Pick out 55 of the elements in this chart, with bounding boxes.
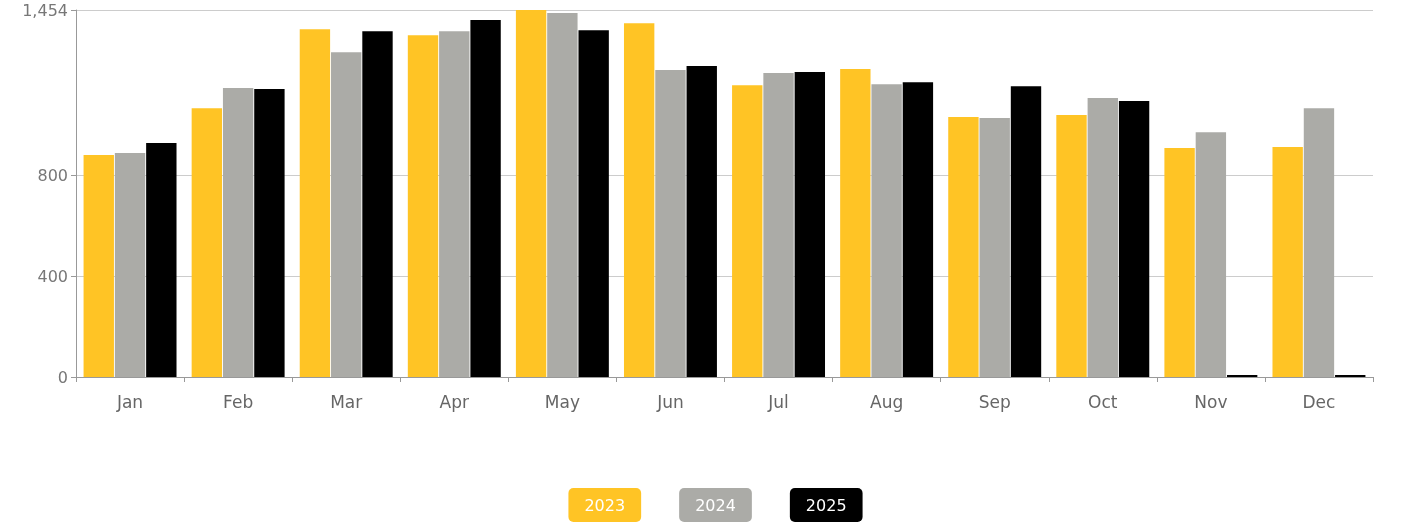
bar bbox=[114, 153, 146, 377]
text: 2025 bbox=[805, 495, 847, 515]
text: 2024 bbox=[695, 495, 736, 515]
bar bbox=[254, 89, 285, 377]
bar bbox=[1226, 374, 1258, 377]
bar bbox=[871, 84, 902, 377]
bar bbox=[686, 66, 717, 377]
x-tick-label: Jun bbox=[656, 391, 684, 412]
bar bbox=[83, 154, 114, 377]
bar bbox=[840, 69, 871, 377]
bar bbox=[948, 117, 979, 377]
x-tick-label: Feb bbox=[223, 391, 254, 412]
bar bbox=[407, 35, 439, 377]
bar bbox=[732, 85, 763, 377]
bar bbox=[1335, 374, 1366, 377]
bar bbox=[146, 143, 177, 377]
x-tick-label: Sep bbox=[978, 391, 1011, 412]
bar bbox=[1010, 86, 1042, 377]
bar bbox=[1118, 101, 1150, 377]
bar bbox=[623, 23, 655, 377]
x-tick-label: Jan bbox=[115, 391, 144, 412]
bar bbox=[1164, 148, 1195, 377]
bar bbox=[1087, 98, 1118, 377]
bar bbox=[470, 20, 501, 377]
y-tick-label: 800 bbox=[37, 165, 68, 185]
bar bbox=[1303, 108, 1335, 377]
x-tick-label: Jul bbox=[767, 391, 789, 412]
bar bbox=[191, 108, 223, 377]
y-tick-label: 1,454 bbox=[22, 0, 68, 20]
x-tick-label: Nov bbox=[1194, 391, 1228, 412]
bar bbox=[331, 52, 362, 377]
bar bbox=[222, 87, 254, 377]
x-tick-label: Aug bbox=[870, 391, 904, 412]
x-tick-label: Oct bbox=[1088, 391, 1118, 412]
bar bbox=[515, 10, 547, 377]
bar bbox=[763, 73, 794, 377]
bar bbox=[578, 30, 609, 377]
bar bbox=[655, 70, 686, 377]
bar bbox=[1195, 132, 1227, 377]
y-tick-label: 400 bbox=[37, 266, 68, 286]
y-tick-label: 0 bbox=[57, 367, 68, 387]
bar bbox=[1272, 147, 1303, 377]
bar bbox=[1056, 115, 1087, 377]
x-tick-label: Mar bbox=[330, 391, 363, 412]
x-tick-label: Dec bbox=[1302, 391, 1336, 412]
bar bbox=[299, 29, 331, 377]
bar bbox=[979, 118, 1010, 377]
x-tick-label: Apr bbox=[439, 391, 469, 412]
bar bbox=[362, 31, 393, 377]
bar bbox=[439, 31, 470, 377]
x-tick-label: May bbox=[544, 391, 580, 412]
bar bbox=[902, 82, 934, 377]
text: 2023 bbox=[584, 495, 626, 515]
bar bbox=[794, 72, 826, 377]
bar bbox=[547, 13, 578, 377]
